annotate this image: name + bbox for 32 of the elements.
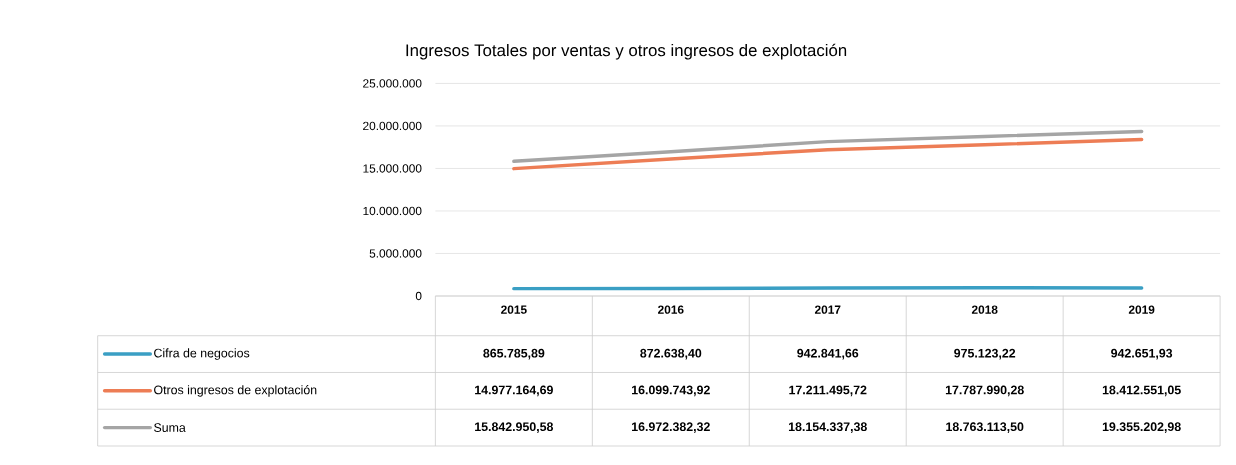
data-label: 872.638,40	[640, 348, 702, 360]
data-label: 15.842.950,58	[475, 422, 554, 433]
y-tick-label: 0	[415, 291, 422, 301]
line-series	[512, 137, 1144, 171]
data-label: 16.099.743,92	[632, 385, 710, 397]
data-label: 17.787.990,28	[945, 385, 1024, 397]
chart-title: Ingresos Totales por ventas y otros ingresos de explotación	[406, 43, 847, 60]
x-tick-label: 2019	[1128, 305, 1155, 314]
line-series	[512, 129, 1144, 164]
y-tick-label: 5.000.000	[369, 249, 422, 258]
legend-label: Otros ingresos de explotación	[154, 385, 317, 397]
data-label: 865.785,89	[483, 348, 545, 360]
legend-label: Suma	[154, 423, 186, 433]
data-label: 18.763.113,50	[946, 422, 1024, 433]
y-tick-label: 15.000.000	[363, 164, 422, 173]
x-tick-label: 2016	[658, 305, 684, 314]
data-label: 18.154.337,38	[788, 422, 867, 433]
x-tick-label: 2015	[501, 305, 527, 314]
x-tick-label: 2017	[814, 305, 841, 314]
data-label: 18.412.551,05	[1102, 385, 1181, 397]
data-label: 975.123,22	[954, 348, 1016, 360]
legend-label: Cifra de negocios	[154, 348, 250, 360]
y-tick-label: 20.000.000	[363, 121, 422, 131]
data-label: 942.651,93	[1111, 348, 1173, 360]
data-label: 17.211.495,72	[789, 385, 867, 397]
x-tick-label: 2018	[971, 305, 998, 314]
data-label: 942.841,66	[797, 348, 859, 360]
data-label: 14.977.164,69	[475, 385, 553, 397]
data-label: 19.355.202,98	[1102, 422, 1181, 433]
y-tick-label: 25.000.000	[363, 79, 422, 88]
y-tick-label: 10.000.000	[363, 206, 422, 216]
data-label: 16.972.382,32	[632, 422, 710, 433]
